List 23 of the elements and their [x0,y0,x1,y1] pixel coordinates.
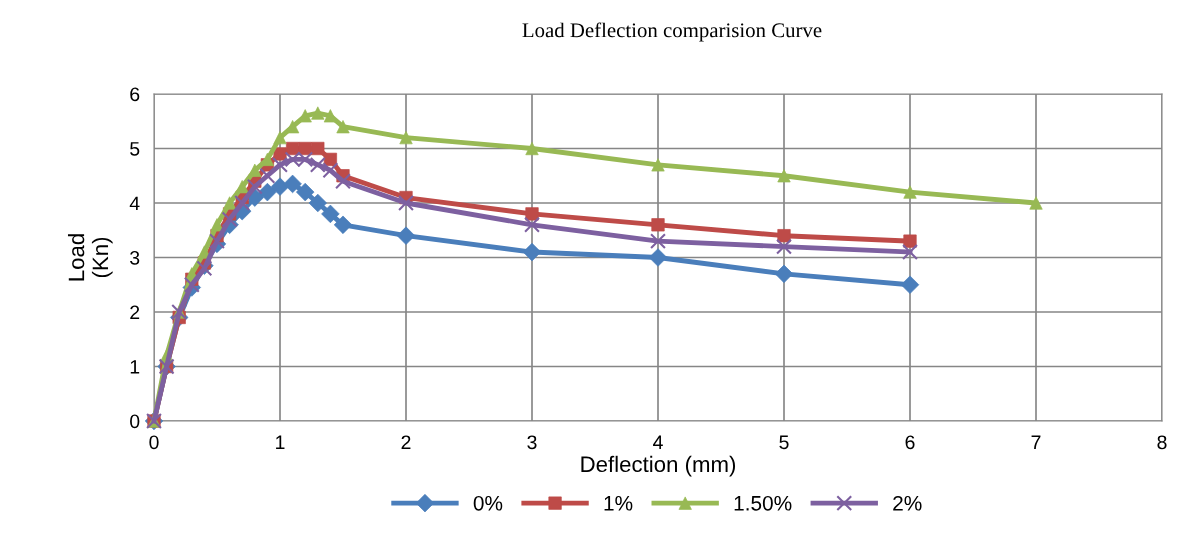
y-tick-label: 5 [130,142,140,156]
x-tick-label: 2 [401,435,411,449]
legend-label: 2% [893,495,922,511]
x-tick-label: 4 [653,435,663,449]
y-tick-label: 3 [130,250,140,265]
x-tick-label: 3 [527,435,537,450]
x-tick-label: 0 [149,435,159,450]
legend-label: 0% [473,495,503,511]
legend-label: 1% [604,495,633,511]
legend-label: 1.50% [734,495,792,511]
x-tick-label: 1 [276,435,285,449]
chart-title: Load Deflection comparision Curve [522,22,822,42]
y-tick-label: 4 [129,196,140,211]
y-tick-label: 2 [130,305,140,320]
y-tick-label: 0 [130,414,140,429]
x-tick-label: 7 [1031,435,1041,449]
x-tick-label: 8 [1157,435,1167,450]
x-tick-label: 5 [779,435,789,450]
y-tick-label: 1 [130,360,140,374]
x-tick-label: 6 [905,435,915,450]
y-axis-title: Load (Kn) [67,234,113,281]
y-tick-label: 6 [130,87,140,102]
x-axis-title: Deflection (mm) [581,455,736,477]
